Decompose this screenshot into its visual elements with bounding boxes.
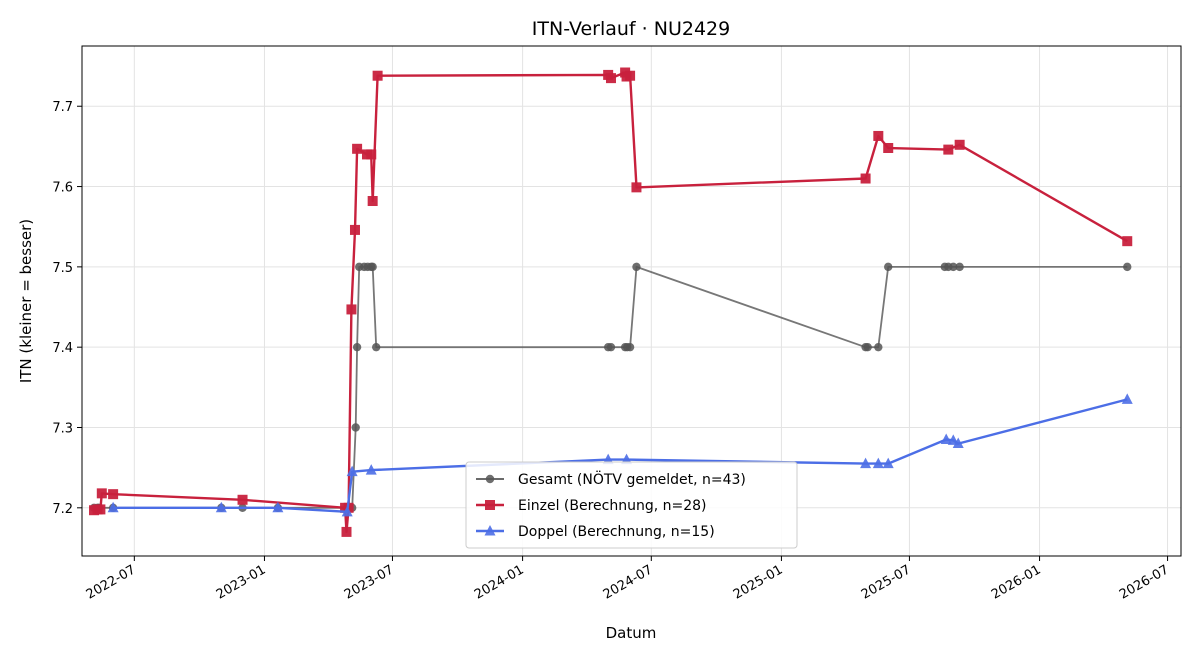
y-tick-label: 7.7 <box>52 100 73 115</box>
plot-frame <box>81 45 1182 557</box>
data-point-einzel <box>943 144 954 155</box>
legend-entry-doppel: Doppel (Berechnung, n=15) <box>476 524 715 540</box>
series-einzel <box>89 67 1133 537</box>
data-point-gesamt <box>632 262 641 272</box>
data-point-einzel <box>95 504 106 515</box>
legend-marker <box>484 525 496 536</box>
data-point-einzel <box>349 224 360 235</box>
data-point-doppel <box>341 505 353 517</box>
data-point-gesamt <box>351 423 360 432</box>
y-tick-label: 7.2 <box>52 502 73 517</box>
series-layer <box>89 67 1133 537</box>
data-point-gesamt <box>606 342 616 352</box>
data-point-doppel <box>952 437 964 449</box>
y-axis-ticks: 7.2 7.3 7.4 7.5 7.6 7.7 <box>52 100 82 517</box>
data-point-einzel <box>237 494 248 505</box>
data-point-doppel <box>940 433 952 445</box>
y-tick-label: 7.3 <box>52 421 73 436</box>
x-axis-label: Datum <box>606 624 657 642</box>
y-tick-label: 7.4 <box>52 341 73 356</box>
data-point-einzel <box>341 526 352 537</box>
data-point-doppel <box>860 457 872 469</box>
data-point-doppel <box>346 465 358 477</box>
data-point-gesamt <box>352 342 362 352</box>
data-point-gesamt <box>1123 262 1132 272</box>
data-point-einzel <box>108 489 119 500</box>
data-point-doppel <box>872 457 884 469</box>
data-point-einzel <box>883 143 894 153</box>
data-point-doppel <box>215 501 227 513</box>
data-point-doppel <box>882 457 894 469</box>
y-tick-label: 7.6 <box>52 181 73 196</box>
data-point-einzel <box>954 139 965 150</box>
series-line-einzel <box>93 71 1128 534</box>
data-point-doppel <box>1121 393 1133 404</box>
legend-marker <box>485 500 495 510</box>
legend-entries: Gesamt (NÖTV gemeldet, n=43) Einzel (Bere… <box>476 470 746 540</box>
legend-label: Doppel (Berechnung, n=15) <box>518 524 715 540</box>
data-point-einzel <box>605 73 616 84</box>
legend-label: Einzel (Berechnung, n=28) <box>518 498 707 514</box>
data-point-einzel <box>96 488 107 499</box>
data-point-gesamt <box>368 262 377 272</box>
data-point-gesamt <box>949 262 958 272</box>
data-point-gesamt <box>955 262 964 272</box>
y-axis-label: ITN (kleiner = besser) <box>17 219 35 383</box>
data-point-gesamt <box>884 262 893 272</box>
legend-marker <box>485 474 495 484</box>
legend-box <box>465 461 798 549</box>
data-point-doppel <box>365 464 377 475</box>
data-point-einzel <box>1122 236 1133 247</box>
data-point-einzel <box>631 182 642 193</box>
data-point-doppel <box>272 501 284 513</box>
legend: Gesamt (NÖTV gemeldet, n=43) Einzel (Bere… <box>465 461 798 549</box>
data-point-doppel <box>602 453 614 465</box>
y-tick-label: 7.5 <box>52 261 73 276</box>
data-point-einzel <box>625 70 636 81</box>
legend-entry-gesamt: Gesamt (NÖTV gemeldet, n=43) <box>476 470 746 488</box>
data-point-gesamt <box>863 342 872 352</box>
data-point-gesamt <box>371 342 381 352</box>
data-point-einzel <box>367 196 378 207</box>
data-point-gesamt <box>625 342 635 352</box>
data-point-gesamt <box>874 342 883 352</box>
data-point-einzel <box>352 143 363 154</box>
data-point-doppel <box>621 453 633 465</box>
chart-title: ITN-Verlauf · NU2429 <box>532 18 730 40</box>
data-point-einzel <box>346 304 357 315</box>
legend-entry-einzel: Einzel (Berechnung, n=28) <box>476 498 707 514</box>
data-point-einzel <box>366 149 377 160</box>
data-point-einzel <box>860 173 871 184</box>
legend-label: Gesamt (NÖTV gemeldet, n=43) <box>518 470 746 488</box>
data-point-einzel <box>372 70 383 81</box>
series-doppel <box>107 393 1133 517</box>
data-point-einzel <box>873 130 884 141</box>
data-point-doppel <box>107 501 119 513</box>
